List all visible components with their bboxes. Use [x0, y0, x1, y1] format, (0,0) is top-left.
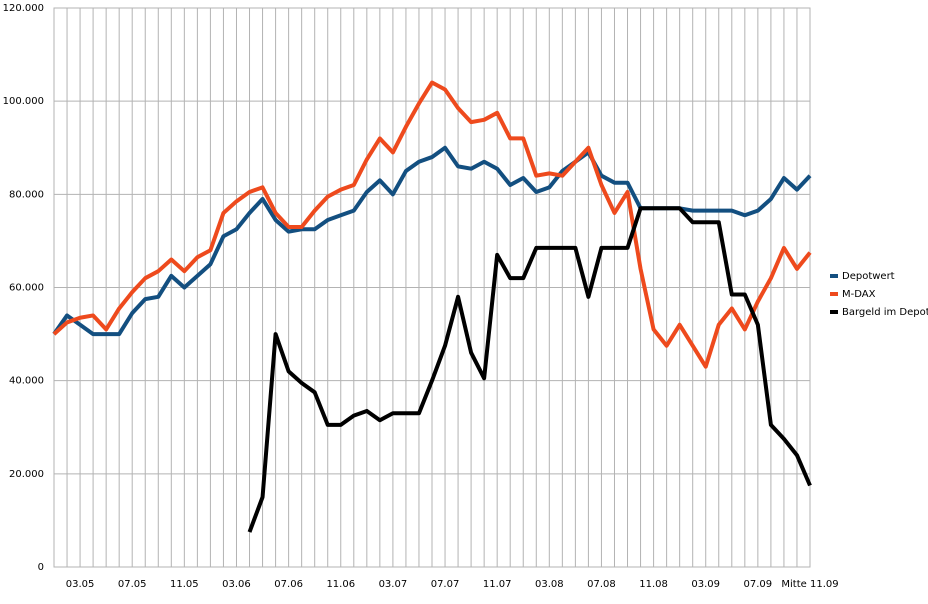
- y-tick-label: 100.000: [3, 96, 44, 107]
- x-tick-label: 11.05: [170, 579, 199, 590]
- legend-swatch: [830, 310, 838, 314]
- x-tick-label: 07.08: [587, 579, 616, 590]
- legend-label: M-DAX: [842, 289, 876, 300]
- legend-swatch: [830, 274, 838, 278]
- x-tick-label: 11.07: [483, 579, 512, 590]
- x-tick-label: 03.06: [222, 579, 251, 590]
- y-tick-label: 0: [38, 562, 44, 573]
- x-tick-label: 11.06: [326, 579, 355, 590]
- y-tick-label: 80.000: [9, 189, 44, 200]
- line-series: [52, 145, 812, 337]
- x-tick-label: 07.05: [118, 579, 147, 590]
- line-series: [247, 206, 812, 533]
- x-tick-label: 03.09: [691, 579, 720, 590]
- y-tick-label: 60.000: [9, 283, 44, 294]
- x-tick-label: 11.08: [639, 579, 668, 590]
- line-series: [52, 80, 812, 369]
- x-tick-label: Mitte 11.09: [781, 579, 838, 590]
- y-tick-label: 20.000: [9, 469, 44, 480]
- x-tick-label: 07.06: [274, 579, 303, 590]
- y-tick-label: 120.000: [3, 3, 44, 14]
- x-tick-label: 07.09: [744, 579, 773, 590]
- y-tick-label: 40.000: [9, 376, 44, 387]
- x-tick-label: 03.05: [66, 579, 95, 590]
- legend-label: Depotwert: [842, 271, 895, 282]
- x-tick-label: 07.07: [431, 579, 460, 590]
- x-tick-label: 03.08: [535, 579, 564, 590]
- legend-label: Bargeld im Depot: [842, 307, 928, 318]
- legend-swatch: [830, 292, 838, 296]
- x-tick-label: 03.07: [379, 579, 408, 590]
- plot-border: [53, 7, 811, 568]
